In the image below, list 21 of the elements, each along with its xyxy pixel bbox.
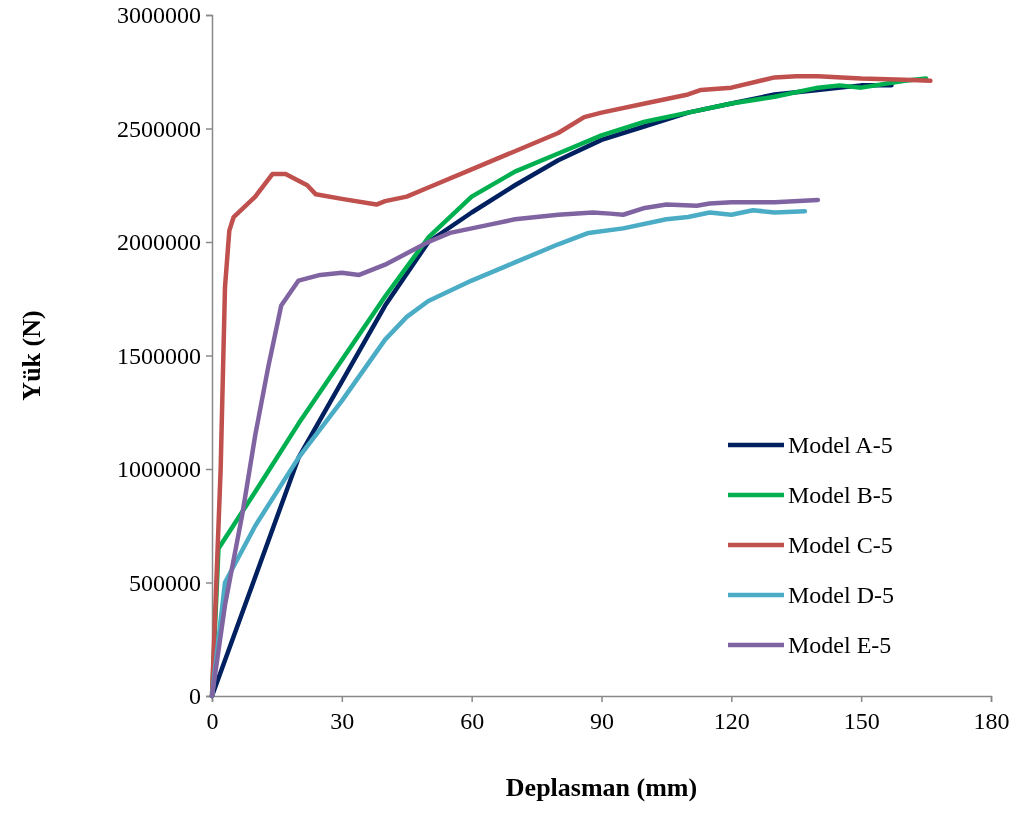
y-tick-label: 1500000	[117, 342, 201, 369]
y-axis-title: Yük (N)	[17, 310, 46, 401]
y-tick-label: 1000000	[117, 456, 201, 483]
legend-label: Model E-5	[788, 632, 892, 659]
y-tick-label: 2000000	[117, 229, 201, 256]
x-axis-title: Deplasman (mm)	[505, 773, 698, 802]
x-tick-label: 0	[206, 708, 219, 734]
legend-label: Model B-5	[788, 482, 893, 509]
legend-label: Model C-5	[788, 532, 893, 559]
y-tick-label: 0	[189, 683, 201, 710]
legend-label: Model D-5	[788, 582, 894, 609]
legend-label: Model A-5	[788, 432, 893, 459]
x-tick-label: 60	[460, 708, 485, 734]
y-tick-label: 3000000	[117, 2, 201, 29]
y-tick-label: 2500000	[117, 115, 201, 142]
x-tick-label: 30	[330, 708, 355, 734]
x-tick-label: 90	[590, 708, 614, 734]
y-tick-label: 500000	[129, 569, 201, 596]
x-tick-label: 150	[843, 708, 880, 734]
x-tick-label: 120	[713, 708, 750, 734]
x-tick-label: 180	[973, 708, 1010, 734]
